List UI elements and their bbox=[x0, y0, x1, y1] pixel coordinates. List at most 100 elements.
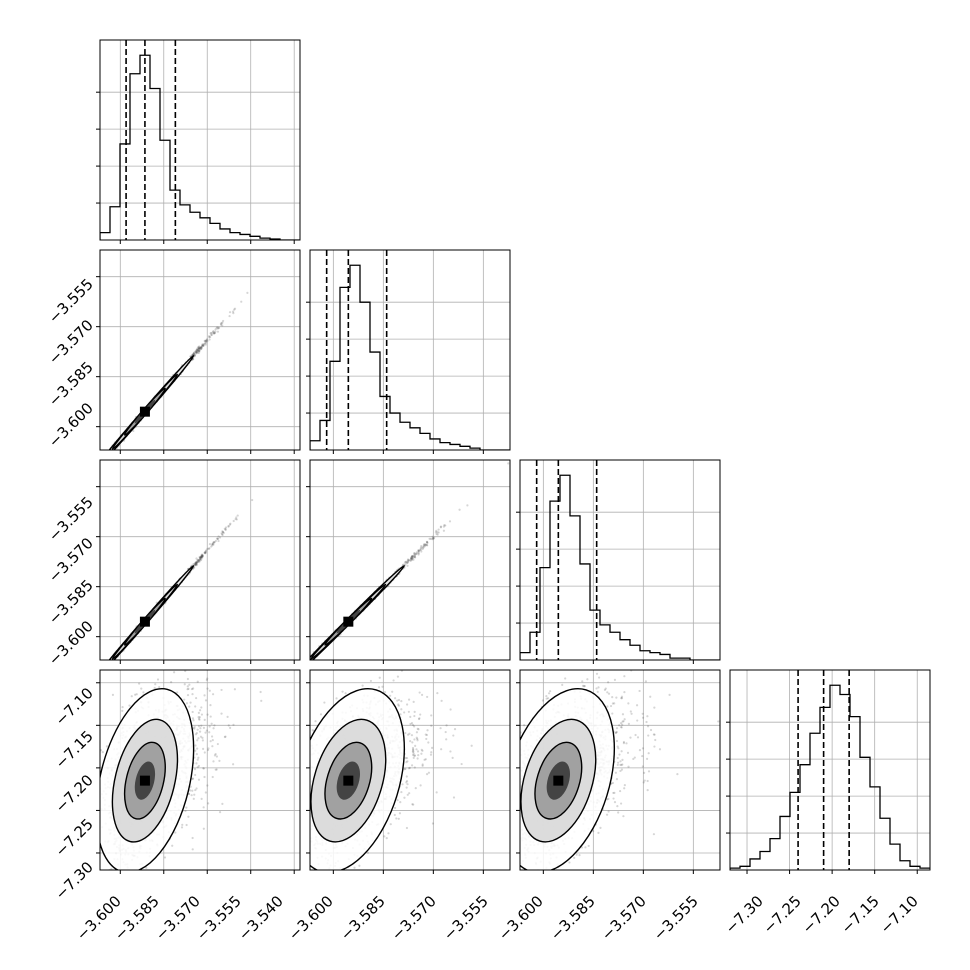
scatter-point bbox=[232, 312, 235, 315]
scatter-point bbox=[410, 555, 414, 558]
scatter-point bbox=[197, 347, 201, 350]
scatter-point bbox=[202, 344, 205, 347]
scatter-point bbox=[204, 552, 207, 555]
scatter-point bbox=[94, 675, 96, 677]
scatter-point bbox=[197, 347, 201, 351]
scatter-point bbox=[211, 331, 214, 334]
scatter-point bbox=[435, 529, 438, 532]
scatter-point bbox=[205, 549, 208, 552]
scatter-point bbox=[406, 560, 410, 563]
scatter-point bbox=[108, 663, 110, 665]
scatter-point bbox=[435, 532, 438, 536]
scatter-point bbox=[303, 663, 305, 665]
scatter-point bbox=[73, 490, 75, 492]
scatter-point bbox=[192, 352, 195, 355]
scatter-point bbox=[205, 339, 208, 342]
contours bbox=[100, 354, 195, 450]
scatter-point bbox=[195, 563, 198, 566]
scatter-point bbox=[109, 663, 111, 665]
scatter-point bbox=[197, 560, 200, 563]
scatter-point bbox=[195, 562, 198, 565]
scatter-point bbox=[192, 719, 195, 722]
scatter-point bbox=[195, 348, 198, 351]
scatter-point bbox=[205, 340, 208, 343]
scatter-point bbox=[199, 556, 202, 559]
scatter-point bbox=[68, 498, 70, 500]
scatter-point bbox=[197, 351, 201, 354]
scatter-point bbox=[209, 335, 212, 339]
scatter-point bbox=[208, 547, 211, 550]
scatter-point bbox=[201, 344, 204, 347]
scatter-point bbox=[417, 552, 420, 555]
scatter-point bbox=[412, 554, 415, 557]
scatter-point bbox=[196, 560, 199, 563]
scatter-point bbox=[420, 550, 423, 553]
scatter-point bbox=[444, 524, 447, 527]
scatter-point bbox=[194, 350, 198, 353]
scatter-point bbox=[83, 479, 85, 481]
scatter-point bbox=[217, 535, 220, 538]
joint-panel bbox=[68, 249, 301, 500]
scatter-point bbox=[421, 547, 424, 551]
scatter-point bbox=[423, 542, 426, 546]
scatter-point bbox=[227, 524, 230, 528]
density-peak bbox=[139, 406, 150, 417]
scatter-point bbox=[142, 691, 145, 694]
scatter-point bbox=[195, 561, 199, 564]
density-peak bbox=[343, 616, 354, 627]
scatter-point bbox=[220, 321, 223, 325]
scatter-point bbox=[105, 667, 107, 669]
scatter-point bbox=[92, 472, 94, 474]
scatter-point bbox=[107, 452, 109, 454]
scatter-point bbox=[192, 562, 195, 566]
scatter-point bbox=[197, 778, 201, 781]
scatter-point bbox=[425, 540, 429, 544]
scatter-point bbox=[199, 557, 202, 561]
scatter-point bbox=[104, 667, 106, 669]
scatter-point bbox=[198, 555, 201, 559]
scatter-point bbox=[213, 332, 216, 335]
scatter-point bbox=[85, 478, 87, 480]
scatter-point bbox=[145, 866, 148, 869]
scatter-point bbox=[199, 558, 202, 561]
scatter-point bbox=[210, 331, 213, 335]
scatter-point bbox=[191, 353, 194, 356]
scatter-point bbox=[424, 544, 427, 547]
scatter-point bbox=[200, 553, 203, 556]
scatter-point bbox=[195, 350, 199, 354]
scatter-point bbox=[109, 451, 111, 453]
scatter-point bbox=[91, 681, 93, 683]
scatter-point bbox=[306, 663, 308, 665]
scatter-point bbox=[232, 723, 235, 726]
scatter-point bbox=[92, 799, 94, 801]
scatter-point bbox=[202, 343, 205, 346]
scatter-point bbox=[194, 563, 197, 566]
scatter-point bbox=[199, 709, 202, 712]
scatter-point bbox=[205, 339, 208, 342]
scatter-point bbox=[305, 662, 307, 664]
scatter-point bbox=[108, 661, 110, 663]
scatter-point bbox=[413, 551, 416, 555]
scatter-point bbox=[224, 526, 228, 529]
scatter-point bbox=[108, 450, 110, 452]
scatter-point bbox=[104, 664, 106, 666]
scatter-point bbox=[434, 531, 438, 534]
scatter-point bbox=[108, 661, 110, 663]
scatter-point bbox=[91, 678, 93, 680]
scatter-point bbox=[282, 686, 284, 688]
scatter-point bbox=[193, 564, 197, 567]
scatter-point bbox=[415, 552, 418, 555]
scatter-point bbox=[94, 470, 96, 472]
scatter-point bbox=[195, 349, 198, 352]
scatter-point bbox=[192, 353, 195, 356]
scatter-point bbox=[307, 662, 309, 664]
scatter-point bbox=[104, 661, 106, 663]
panel-frame bbox=[519, 459, 721, 661]
scatter-point bbox=[128, 890, 130, 892]
scatter-point bbox=[308, 660, 310, 662]
scatter-point bbox=[224, 528, 227, 532]
scatter-point bbox=[105, 662, 107, 664]
scatter-point bbox=[200, 555, 204, 558]
scatter-point bbox=[110, 662, 112, 664]
